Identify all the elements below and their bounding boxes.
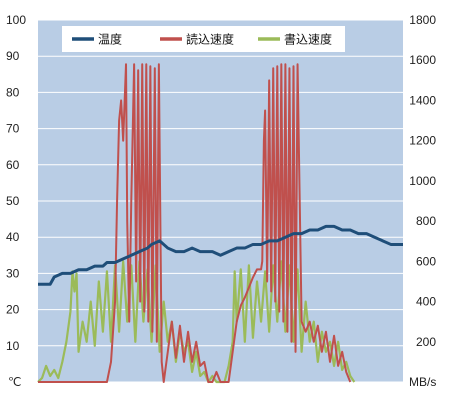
left-tick-label: 90 (6, 49, 20, 63)
left-tick-label: 100 (6, 13, 26, 27)
right-tick-label: 1400 (409, 93, 436, 107)
right-tick-label: 600 (416, 254, 436, 268)
right-tick-label: 200 (416, 335, 436, 349)
right-tick-label: 1800 (409, 13, 436, 27)
legend-label: 読込速度 (186, 32, 234, 47)
right-axis: 200 400 600 800 1000 1200 1400 1600 1800 (409, 13, 436, 349)
right-tick-label: 800 (416, 214, 436, 228)
grid-lines (38, 19, 403, 383)
series-line-2 (37, 260, 356, 384)
left-axis-unit: ℃ (8, 375, 21, 389)
legend-box (62, 26, 345, 52)
left-tick-label: 70 (6, 122, 20, 136)
left-tick-label: 30 (6, 266, 20, 280)
legend-label: 書込速度 (284, 32, 332, 47)
legend-label: 温度 (98, 32, 122, 47)
left-tick-label: 50 (6, 194, 20, 208)
left-axis: 10 20 30 40 50 60 70 80 90 100 (6, 13, 26, 353)
legend: 温度 読込速度 書込速度 (62, 26, 345, 52)
right-tick-label: 1000 (409, 174, 436, 188)
left-tick-label: 20 (6, 303, 20, 317)
series-line-1 (38, 63, 352, 383)
right-tick-label: 1200 (409, 134, 436, 148)
left-tick-label: 80 (6, 85, 20, 99)
right-tick-label: 400 (416, 295, 436, 309)
left-tick-label: 40 (6, 230, 20, 244)
series-layer (37, 63, 403, 384)
left-tick-label: 10 (6, 339, 20, 353)
series-line-0 (38, 224, 403, 286)
right-tick-label: 1600 (409, 53, 436, 67)
left-tick-label: 60 (6, 158, 20, 172)
right-axis-unit: MB/s (409, 375, 436, 389)
